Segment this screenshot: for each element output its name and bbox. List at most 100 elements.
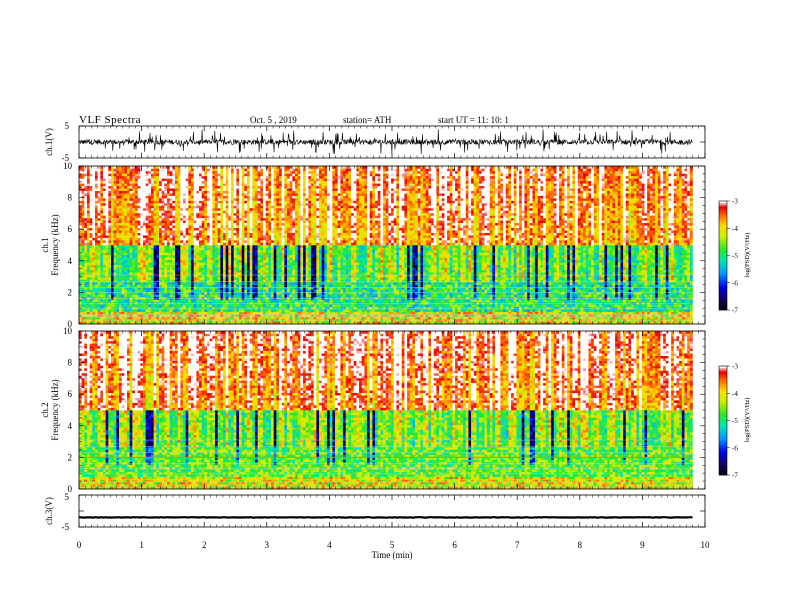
spectrogram-cell — [210, 245, 213, 248]
spectrogram-cell — [228, 213, 231, 216]
spectrogram-cell — [138, 297, 141, 300]
spectrogram-cell — [244, 228, 247, 231]
spectrogram-cell — [212, 280, 215, 283]
spectrogram-cell — [164, 208, 167, 211]
spectrogram-cell — [172, 277, 175, 280]
spectrogram-cell — [207, 206, 210, 209]
spectrogram-cell — [191, 233, 194, 236]
spectrogram-cell — [247, 178, 250, 181]
spectrogram-cell — [228, 206, 231, 209]
spectrogram-cell — [127, 270, 130, 273]
spectrogram-cell — [210, 228, 213, 231]
spectrogram-cell — [103, 265, 106, 268]
spectrogram-cell — [188, 228, 191, 231]
spectrogram-cell — [162, 196, 165, 199]
spectrogram-cell — [162, 168, 165, 171]
spectrogram-cell — [183, 280, 186, 283]
spectrogram-cell — [223, 257, 226, 260]
spectrogram-cell — [244, 302, 247, 305]
spectrogram-cell — [143, 215, 146, 218]
spectrogram-cell — [162, 260, 165, 263]
spectrogram-cell — [170, 238, 173, 241]
spectrogram-cell — [167, 280, 170, 283]
spectrogram-cell — [108, 218, 111, 221]
spectrogram-cell — [82, 280, 85, 283]
spectrogram-cell — [252, 206, 255, 209]
spectrogram-cell — [84, 262, 87, 265]
spectrogram-cell — [90, 304, 93, 307]
spectrogram-cell — [228, 183, 231, 186]
spectrogram-cell — [196, 196, 199, 199]
spectrogram-cell — [228, 203, 231, 206]
spectrogram-cell — [252, 262, 255, 265]
spectrogram-cell — [92, 312, 95, 315]
spectrogram-cell — [236, 312, 239, 315]
spectrogram-cell — [143, 213, 146, 216]
spectrogram-cell — [172, 250, 175, 253]
spectrogram-cell — [170, 228, 173, 231]
spectrogram-cell — [212, 265, 215, 268]
spectrogram-cell — [202, 260, 205, 263]
spectrogram-cell — [84, 208, 87, 211]
spectrogram-cell — [114, 302, 117, 305]
spectrogram-cell — [79, 250, 82, 253]
spectrogram-cell — [212, 230, 215, 233]
spectrogram-cell — [188, 238, 191, 241]
spectrogram-cell — [196, 210, 199, 213]
spectrogram-cell — [114, 312, 117, 315]
spectrogram-cell — [143, 302, 146, 305]
spectrogram-cell — [180, 302, 183, 305]
spectrogram-cell — [250, 166, 253, 169]
spectrogram-cell — [124, 319, 127, 322]
spectrogram-cell — [223, 262, 226, 265]
spectrogram-cell — [132, 186, 135, 189]
spectrogram-cell — [140, 250, 143, 253]
spectrogram-cell — [127, 312, 130, 315]
spectrogram-cell — [148, 228, 151, 231]
spectrogram-cell — [234, 176, 237, 179]
spectrogram-cell — [148, 243, 151, 246]
spectrogram-cell — [143, 262, 146, 265]
spectrogram-cell — [204, 272, 207, 275]
spectrogram-cell — [111, 297, 114, 300]
spectrogram-cell — [122, 203, 125, 206]
spectrogram-cell — [172, 206, 175, 209]
spectrogram-cell — [180, 240, 183, 243]
spectrogram-cell — [119, 188, 122, 191]
spectrogram-cell — [108, 203, 111, 206]
spectrogram-cell — [172, 238, 175, 241]
spectrogram-cell — [79, 247, 82, 250]
spectrogram-cell — [196, 280, 199, 283]
spectrogram-cell — [95, 294, 98, 297]
spectrogram-cell — [204, 262, 207, 265]
spectrogram-cell — [159, 238, 162, 241]
spectrogram-cell — [116, 225, 119, 228]
spectrogram-cell — [242, 186, 245, 189]
spectrogram-cell — [151, 247, 154, 250]
spectrogram-cell — [130, 304, 133, 307]
spectrogram-cell — [167, 176, 170, 179]
spectrogram-cell — [175, 208, 178, 211]
spectrogram-cell — [172, 181, 175, 184]
spectrogram-cell — [170, 262, 173, 265]
spectrogram-cell — [204, 255, 207, 258]
spectrogram-cell — [119, 267, 122, 270]
spectrogram-cell — [204, 312, 207, 315]
spectrogram-cell — [234, 198, 237, 201]
spectrogram-cell — [130, 299, 133, 302]
spectrogram-cell — [164, 280, 167, 283]
spectrogram-cell — [212, 220, 215, 223]
spectrogram-cell — [204, 196, 207, 199]
spectrogram-cell — [204, 252, 207, 255]
spectrogram-cell — [119, 257, 122, 260]
spectrogram-cell — [114, 272, 117, 275]
spectrogram-cell — [124, 168, 127, 171]
spectrogram-cell — [164, 243, 167, 246]
spectrogram-cell — [103, 260, 106, 263]
spectrogram-cell — [255, 181, 258, 184]
spectrogram-cell — [239, 282, 242, 285]
spectrogram-cell — [82, 294, 85, 297]
spectrogram-cell — [204, 230, 207, 233]
spectrogram-cell — [156, 265, 159, 268]
spectrogram-cell — [183, 319, 186, 322]
